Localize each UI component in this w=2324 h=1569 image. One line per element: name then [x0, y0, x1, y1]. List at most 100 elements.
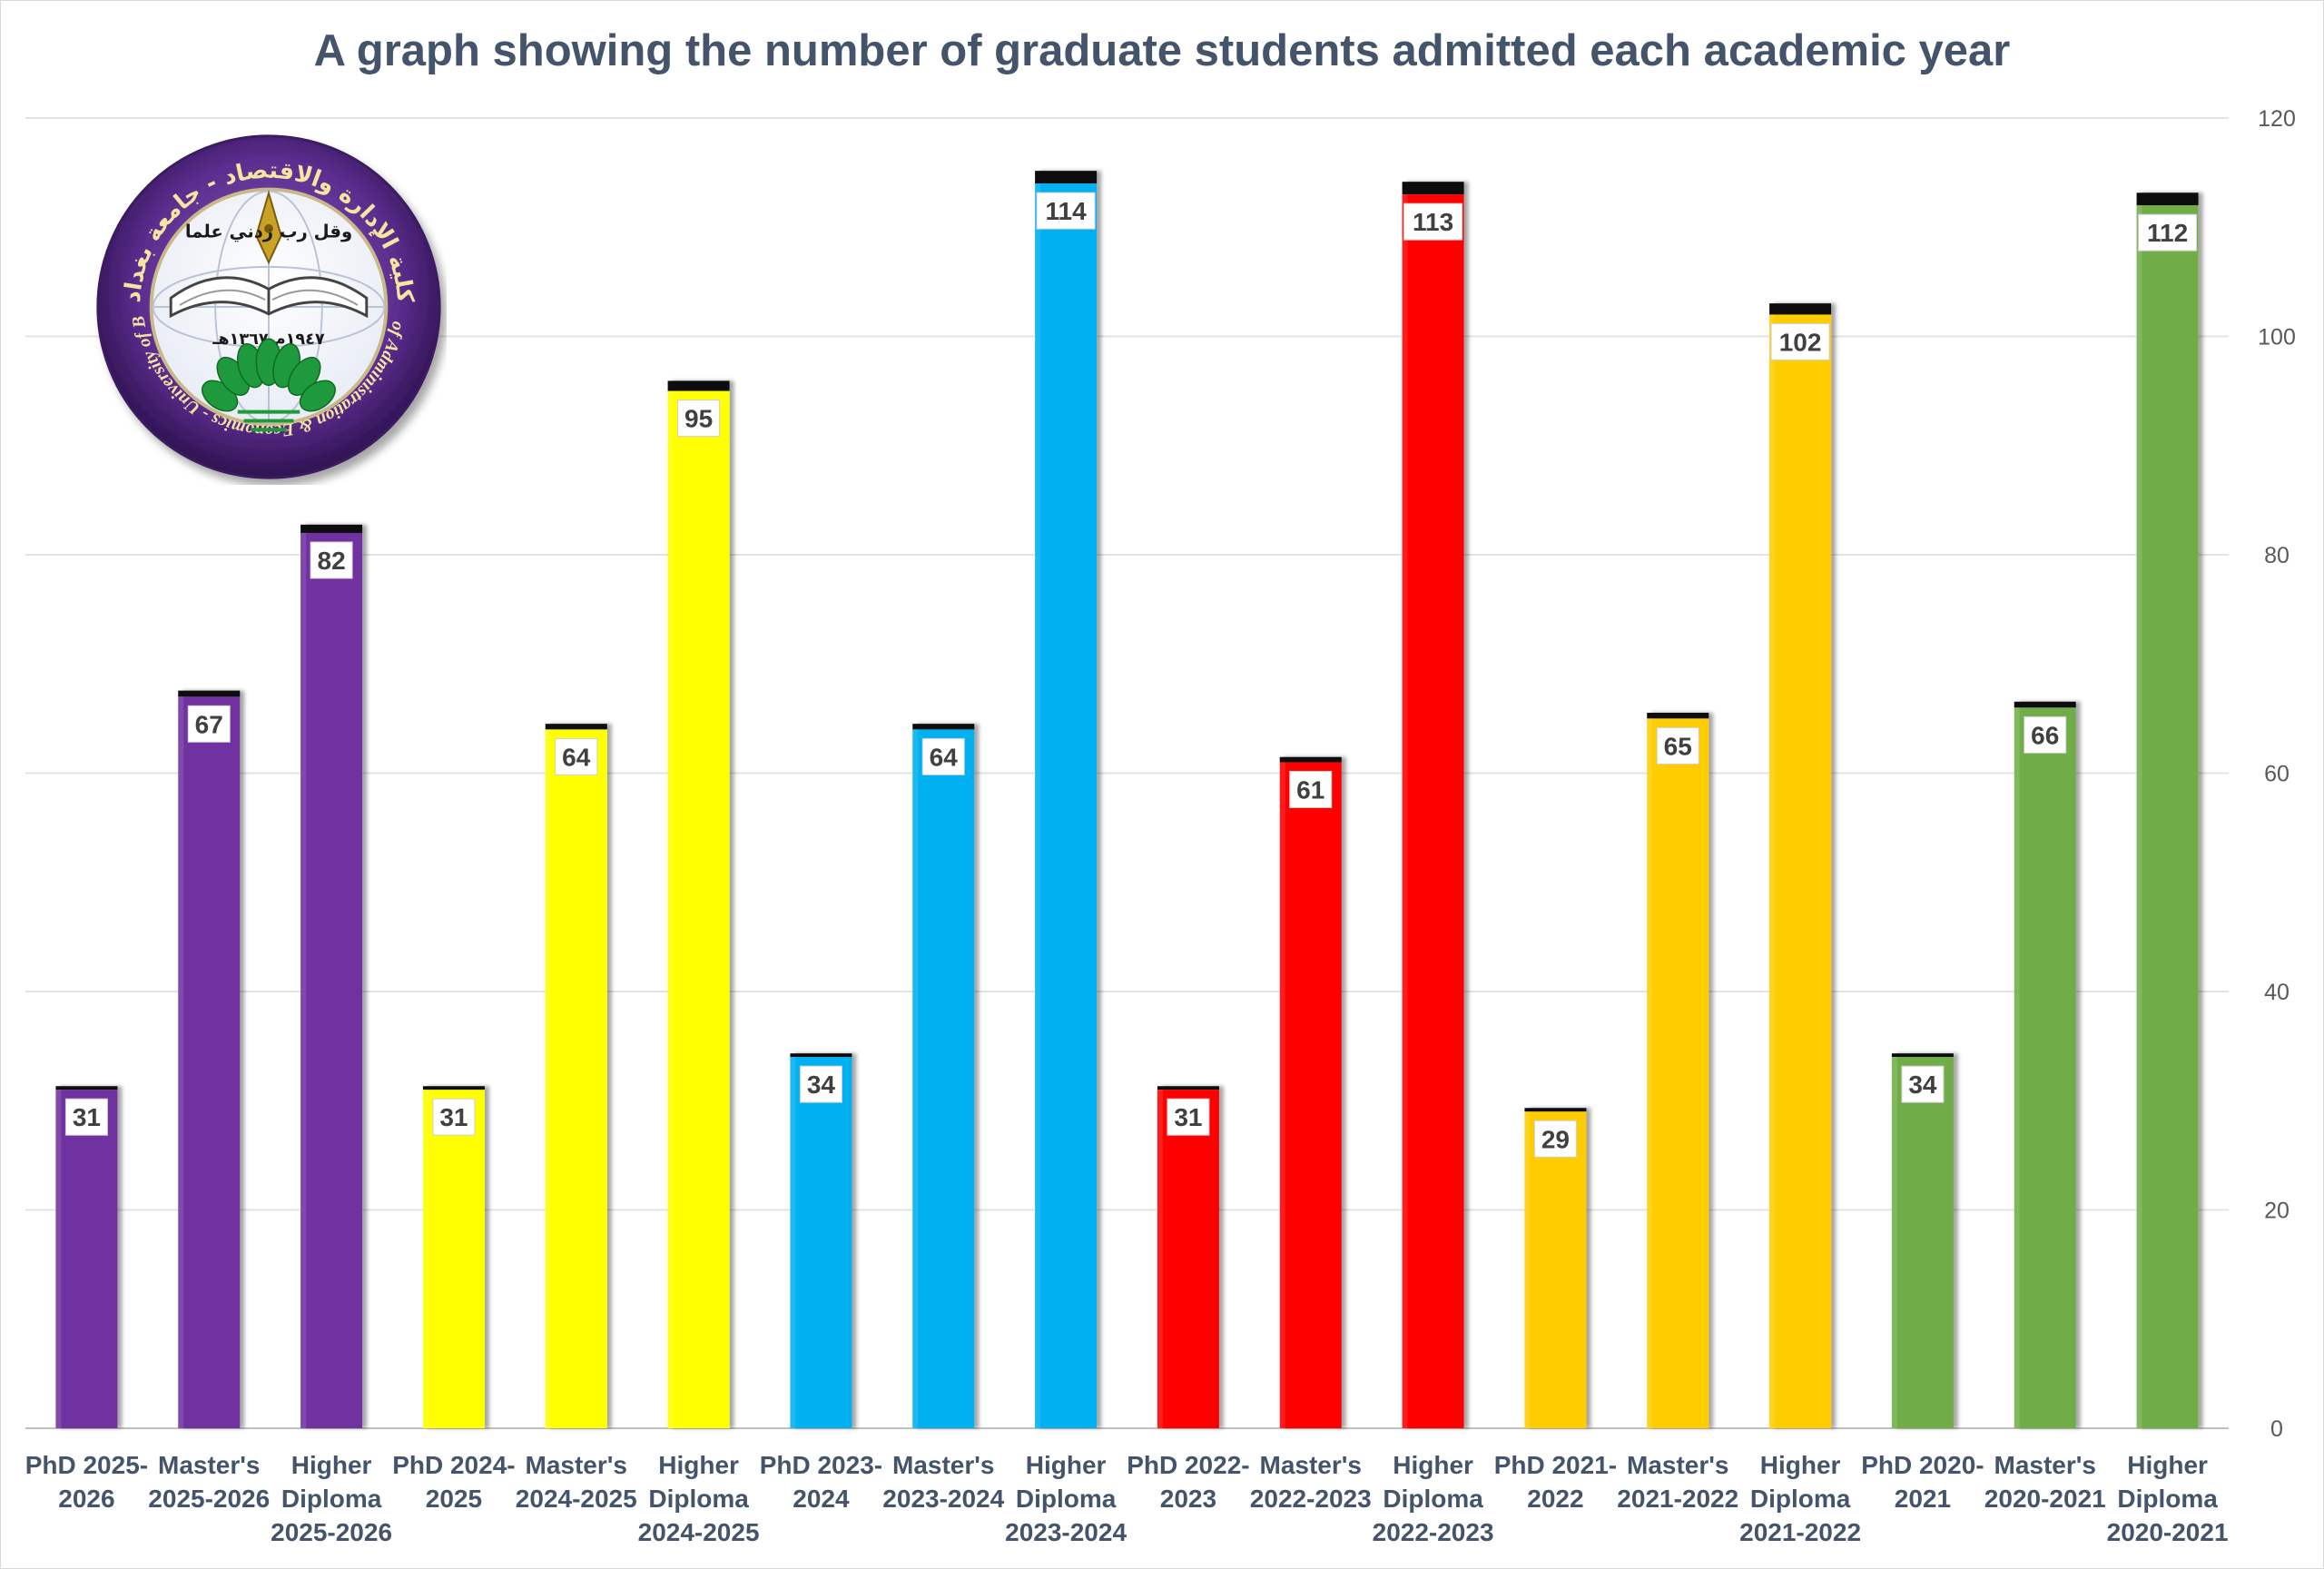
bar[interactable] [178, 696, 241, 1428]
data-label-box [64, 1098, 108, 1136]
data-label: 114 [1045, 197, 1087, 225]
bar[interactable] [1769, 314, 1832, 1429]
x-category-label-line: 2025-2026 [148, 1485, 270, 1513]
bar-group [1402, 182, 1464, 1428]
bar-cap [1035, 171, 1098, 184]
bar-cap [2014, 701, 2076, 708]
bar-group [2014, 701, 2076, 1428]
data-label-box [677, 400, 721, 438]
bar-highlight [1279, 762, 1285, 1428]
x-category-label: Master's 2025-2026 [148, 1451, 270, 1513]
data-label: 34 [807, 1071, 836, 1099]
data-label-box [1403, 202, 1463, 241]
bar-cap [422, 1086, 485, 1090]
y-tick-label: 80 [2264, 543, 2290, 568]
bar-group [55, 1086, 118, 1428]
bar-highlight [2014, 707, 2020, 1428]
x-category-label-line: PhD 2020- [1861, 1451, 1984, 1479]
bar[interactable] [55, 1090, 118, 1428]
bar-highlight [1157, 1090, 1163, 1428]
bar-cap [55, 1086, 118, 1090]
bar[interactable] [1402, 194, 1464, 1428]
data-label-box [1901, 1065, 1945, 1103]
data-label-box [187, 705, 231, 743]
data-label-box [1289, 770, 1333, 808]
x-category-label: Higher Diploma 2025-2026 [271, 1451, 392, 1546]
data-label-box [921, 737, 965, 775]
bar-highlight [1891, 1057, 1897, 1428]
x-category-label-line: 2022 [1527, 1485, 1583, 1513]
bar-highlight [790, 1057, 796, 1428]
bar-group [2136, 192, 2199, 1429]
bar-highlight [912, 729, 919, 1428]
bar[interactable] [300, 532, 363, 1428]
bar-group [300, 524, 363, 1428]
x-category-label-line: PhD 2023- [760, 1451, 882, 1479]
bar-highlight [422, 1090, 428, 1428]
x-category-label: PhD 2021- 2022 [1494, 1451, 1617, 1513]
data-label-box [799, 1065, 842, 1103]
bar-group [1769, 303, 1832, 1429]
bar-highlight [667, 390, 674, 1428]
bar[interactable] [545, 729, 607, 1428]
x-category-label-line: 2024 [793, 1485, 850, 1513]
data-label: 64 [562, 743, 591, 771]
x-category-label-line: Master's [158, 1451, 261, 1479]
x-category-label-line: 2025-2026 [271, 1518, 392, 1546]
x-category-label-line: PhD 2024- [392, 1451, 515, 1479]
data-label: 67 [195, 710, 223, 738]
x-category-label-line: Diploma [281, 1485, 382, 1513]
x-category-label-line: 2025 [426, 1485, 482, 1513]
bar-group [178, 690, 241, 1428]
x-category-label: Higher Diploma 2024-2025 [638, 1451, 760, 1546]
bar-group [1647, 712, 1709, 1428]
x-category-label-line: Master's [1627, 1451, 1729, 1479]
x-category-label-line: Higher [2127, 1451, 2208, 1479]
x-category-label: Master's 2020-2021 [1984, 1451, 2106, 1513]
data-label-box [555, 737, 598, 775]
x-category-label-line: Diploma [1383, 1485, 1483, 1513]
data-label-box [1656, 726, 1699, 765]
bar[interactable] [422, 1090, 485, 1428]
bar-highlight [1769, 314, 1776, 1429]
bar[interactable] [1279, 762, 1342, 1428]
bar[interactable] [790, 1057, 852, 1428]
bar-group [667, 380, 730, 1428]
x-category-label-line: 2024-2025 [516, 1485, 637, 1513]
data-label-box [1533, 1120, 1577, 1158]
x-category-label-line: Higher [658, 1451, 739, 1479]
x-category-label: Higher Diploma 2023-2024 [1005, 1451, 1127, 1546]
bar-cap [300, 524, 363, 533]
college-emblem-logo: كلية الإدارة والاقتصاد - جامعة بغداد Col… [91, 129, 441, 479]
bar-cap [1891, 1053, 1954, 1058]
bar-cap [667, 380, 730, 391]
bar[interactable] [1524, 1111, 1587, 1428]
x-category-label-line: Higher [1393, 1451, 1473, 1479]
x-category-label-line: 2023 [1160, 1485, 1216, 1513]
bar-cap [178, 690, 241, 697]
x-category-label: Higher Diploma 2020-2021 [2107, 1451, 2229, 1546]
x-category-label-line: Master's [1260, 1451, 1363, 1479]
bar[interactable] [2136, 205, 2199, 1429]
data-label: 31 [1174, 1103, 1202, 1131]
bar[interactable] [1035, 183, 1098, 1428]
x-category-label-line: Diploma [2117, 1485, 2218, 1513]
x-category-label-line: Diploma [1750, 1485, 1851, 1513]
x-category-label: Master's 2023-2024 [882, 1451, 1004, 1513]
x-category-label-line: 2020-2021 [1984, 1485, 2106, 1513]
x-category-label-line: 2023-2024 [882, 1485, 1004, 1513]
data-labels: 31 67 82 31 64 95 34 64 114 31 61 113 29 65 102 34 66 112 [64, 192, 2198, 1158]
bar-cap [1769, 303, 1832, 315]
bar[interactable] [912, 729, 975, 1428]
bar[interactable] [1647, 718, 1709, 1428]
bar-group [422, 1086, 485, 1428]
x-category-label-line: PhD 2025- [25, 1451, 148, 1479]
bar[interactable] [667, 390, 730, 1428]
bar[interactable] [1891, 1057, 1954, 1428]
bar-highlight [178, 696, 184, 1428]
bar[interactable] [1157, 1090, 1219, 1428]
bar[interactable] [2014, 707, 2076, 1428]
chart-title: A graph showing the number of graduate s… [313, 26, 2011, 75]
svg-text:وقل رب زدني علما: وقل رب زدني علما [185, 222, 352, 242]
y-tick-label: 120 [2258, 106, 2296, 132]
